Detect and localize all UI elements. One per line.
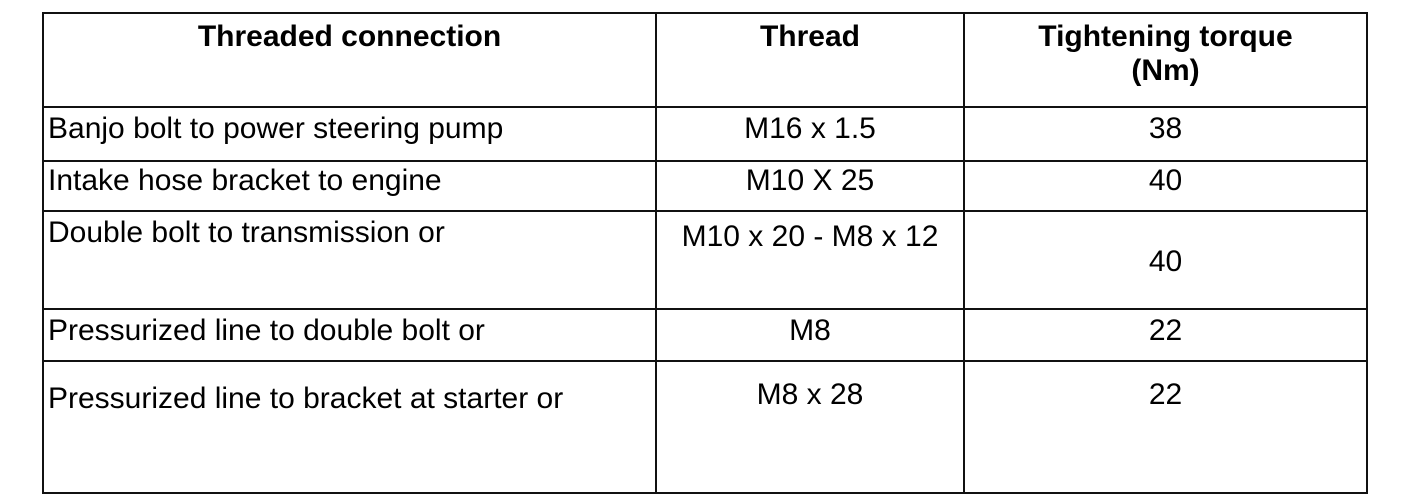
thread-cell: M10 x 20 - M8 x 12 [655,210,965,310]
header-thread: Thread [655,12,965,108]
torque-cell: 38 [963,106,1368,162]
thread-cell: M8 x 28 [655,360,965,494]
thread-cell: M10 X 25 [655,160,965,212]
table-row: Pressurized line to bracket at starter o… [42,360,1368,494]
connection-text: Pressurized line to bracket at starter o… [48,382,564,415]
connection-cell: Intake hose bracket to engine [42,160,657,212]
thread-cell: M16 x 1.5 [655,106,965,162]
torque-cell: 40 [963,210,1368,310]
header-threaded-connection: Threaded connection [42,12,657,108]
connection-cell: Double bolt to transmission or [42,210,657,310]
table-row: Double bolt to transmission or M10 x 20 … [42,210,1368,310]
torque-cell: 22 [963,360,1368,494]
table-row: Pressurized line to double bolt or M8 22 [42,308,1368,362]
torque-table: Threaded connection Thread Tightening to… [42,12,1368,494]
torque-cell: 40 [963,160,1368,212]
connection-cell: Pressurized line to double bolt or [42,308,657,362]
table-row: Intake hose bracket to engine M10 X 25 4… [42,160,1368,212]
thread-cell: M8 [655,308,965,362]
connection-cell: Banjo bolt to power steering pump [42,106,657,162]
header-tightening-torque: Tightening torque (Nm) [963,12,1368,108]
table-row: Banjo bolt to power steering pump M16 x … [42,106,1368,162]
connection-cell: Pressurized line to bracket at starter o… [42,360,657,494]
torque-cell: 22 [963,308,1368,362]
header-row: Threaded connection Thread Tightening to… [42,12,1368,108]
